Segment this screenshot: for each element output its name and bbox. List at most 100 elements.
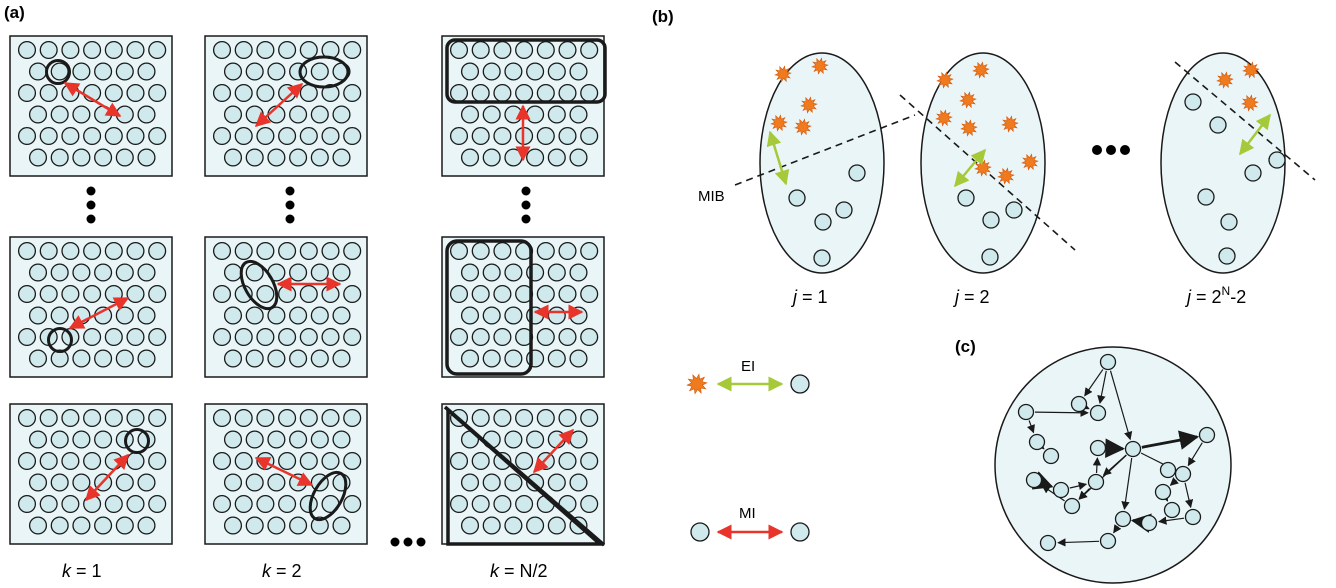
highlight-left-half [445, 239, 533, 376]
node-circle [580, 451, 599, 471]
node-circle [449, 40, 469, 60]
node-circle [580, 327, 599, 347]
network-edge [1027, 420, 1035, 434]
node-circle [310, 306, 329, 325]
node-circle [72, 148, 91, 167]
node-circle [493, 83, 512, 103]
node-circle [212, 284, 232, 304]
network-edge [1158, 516, 1185, 525]
legend-mi-node-left [690, 522, 710, 542]
node-circle [310, 62, 329, 81]
star-icon [997, 167, 1015, 185]
node-circle [460, 148, 480, 167]
node-circle [223, 349, 243, 368]
node-circle [94, 430, 113, 449]
node-circle [256, 408, 275, 428]
node-circle [126, 40, 145, 60]
node-circle [299, 327, 318, 347]
node-circle [115, 62, 134, 81]
node-circle [332, 263, 351, 282]
node-circle [245, 473, 264, 492]
star-icon [686, 373, 708, 395]
node-circle [94, 263, 113, 282]
network-edge [1130, 513, 1152, 533]
node-circle [17, 408, 37, 428]
mi-arrow [68, 296, 130, 330]
node-circle [460, 306, 480, 325]
node-circle [104, 327, 123, 347]
network-edge [1169, 477, 1179, 486]
node-circle [28, 473, 48, 492]
node-circle [558, 40, 577, 60]
caption-k1: k = 1 [62, 561, 102, 581]
node-circle [343, 40, 362, 60]
node-circle [212, 241, 232, 261]
node-circle [515, 40, 534, 60]
network-edge [1041, 485, 1065, 502]
mi-arrow [254, 456, 314, 487]
highlight-single-node [124, 428, 150, 454]
node-circle [1218, 247, 1236, 265]
node-circle [536, 408, 555, 428]
node-circle [580, 241, 599, 261]
node-circle [310, 263, 329, 282]
node-circle [848, 164, 866, 182]
node-circle [278, 284, 297, 304]
node-circle [245, 263, 264, 282]
node-circle [343, 126, 362, 146]
node-circle [471, 451, 490, 471]
node-circle [504, 430, 523, 449]
node-circle [267, 516, 286, 535]
node-circle [1005, 201, 1023, 219]
node-circle [83, 126, 102, 146]
node-circle [449, 494, 469, 514]
legend: EI MI [686, 358, 810, 542]
mi-arrow [84, 453, 130, 502]
star-icon [1216, 71, 1234, 89]
node-circle [547, 105, 566, 124]
node-circle [299, 284, 318, 304]
star-icon [1242, 61, 1260, 79]
node-circle [61, 408, 80, 428]
node-circle [278, 40, 297, 60]
node-circle [482, 349, 501, 368]
node-circle [558, 126, 577, 146]
node-circle [223, 148, 243, 167]
node-circle [245, 306, 264, 325]
node-circle [17, 83, 37, 103]
node-circle [234, 408, 253, 428]
node-circle [115, 306, 134, 325]
node-circle [267, 430, 286, 449]
node-circle [94, 62, 113, 81]
node-circle [234, 241, 253, 261]
node-circle [104, 83, 123, 103]
node-circle [482, 62, 501, 81]
node-circle [299, 126, 318, 146]
grid-panel [204, 236, 368, 378]
node-circle [83, 451, 102, 471]
network-edge [1160, 492, 1169, 502]
node-circle [493, 451, 512, 471]
node-circle [256, 40, 275, 60]
node-circle [17, 241, 37, 261]
node-circle [148, 241, 167, 261]
mib-cut-2 [899, 94, 1076, 251]
node-circle [126, 241, 145, 261]
node-circle [299, 451, 318, 471]
node-circle [115, 473, 134, 492]
node-circle [50, 473, 69, 492]
network-edge [1080, 401, 1090, 410]
node-circle [321, 83, 340, 103]
node-circle [471, 408, 490, 428]
node-circle [223, 430, 243, 449]
node-circle [28, 105, 48, 124]
node-circle [39, 83, 58, 103]
grid-panel [441, 236, 605, 378]
node-circle [245, 430, 264, 449]
node-circle [83, 327, 102, 347]
node-circle [148, 40, 167, 60]
node-circle [148, 126, 167, 146]
node-circle [580, 284, 599, 304]
node-circle [137, 349, 156, 368]
node-circle [310, 349, 329, 368]
